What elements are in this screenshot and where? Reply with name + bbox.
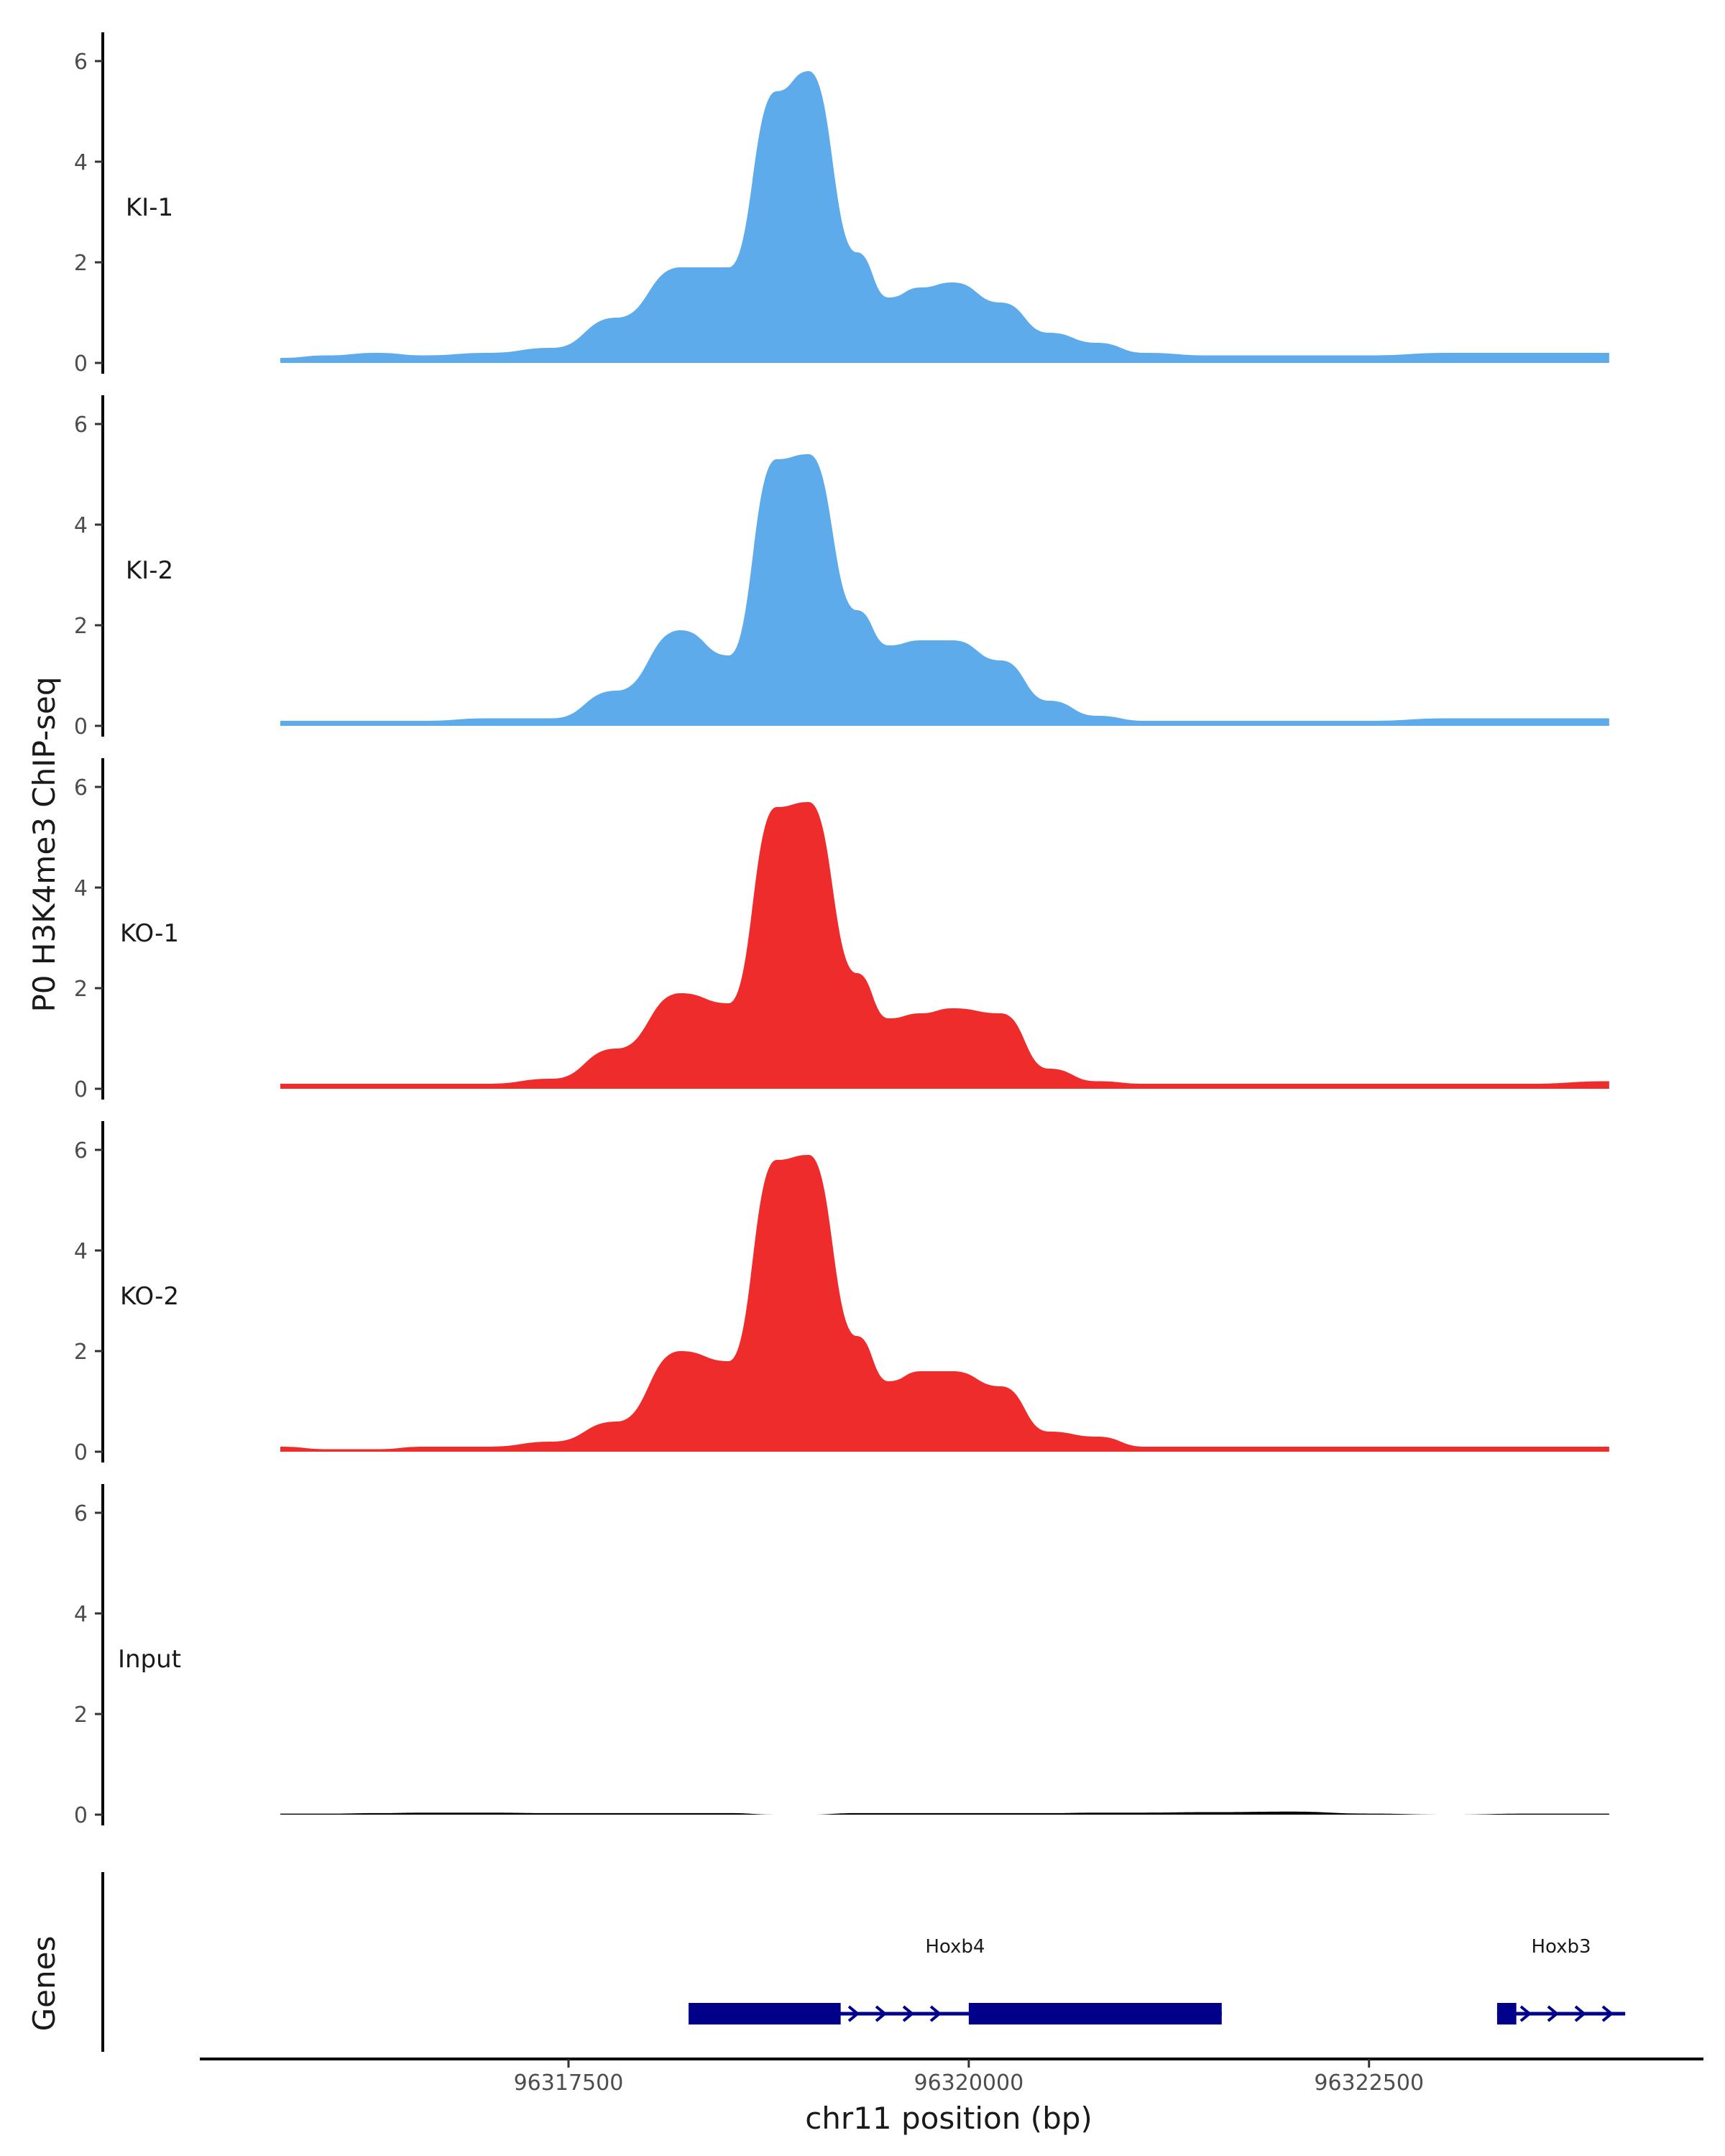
y-tick-label-ki-1-2: 2 (74, 251, 88, 276)
y-tick-label-input-4: 4 (74, 1602, 88, 1627)
coverage-area-ko-2 (280, 1155, 1609, 1452)
track-ko-2: 0 2 4 6 KO-2 (74, 1121, 1609, 1465)
chip-seq-tracks: 0 2 4 6 KI-1 0 2 4 6 KI-2 0 2 4 6 KO-1 0 2 4 6 KO-2 0 2 4 6 Inpu… (74, 32, 1609, 1828)
gene-strand-chevron-hoxb3-2 (1574, 2005, 1587, 2022)
track-label-ko-2: KO-2 (120, 1282, 179, 1311)
y-tick-label-ki-2-0: 0 (74, 714, 88, 740)
gene-strand-chevron-hoxb4-3 (929, 2005, 942, 2022)
gene-strand-chevron-hoxb4-2 (902, 2005, 915, 2022)
track-ko-1: 0 2 4 6 KO-1 (74, 758, 1609, 1102)
y-tick-label-ko-1-0: 0 (74, 1077, 88, 1102)
gene-exon-hoxb3-0 (1496, 2003, 1517, 2024)
y-tick-label-ki-2-6: 6 (74, 413, 88, 438)
y-tick-label-ko-1-2: 2 (74, 977, 88, 1002)
y-tick-label-ki-1-0: 0 (74, 351, 88, 377)
y-axis-title: P0 H3K4me3 ChIP-seq (27, 676, 62, 1012)
y-tick-label-ko-1-6: 6 (74, 775, 88, 801)
coverage-area-ki-1 (280, 71, 1609, 363)
y-tick-label-ki-2-2: 2 (74, 614, 88, 639)
track-label-ki-2: KI-2 (126, 556, 173, 585)
track-label-ki-1: KI-1 (126, 193, 173, 222)
y-tick-label-ko-2-2: 2 (74, 1340, 88, 1365)
y-tick-label-ko-2-0: 0 (74, 1440, 88, 1465)
y-tick-label-ki-2-4: 4 (74, 513, 88, 538)
gene-strand-chevron-hoxb3-0 (1519, 2005, 1532, 2022)
x-tick-label-96320000: 96320000 (914, 2070, 1024, 2096)
gene-hoxb4: Hoxb4 (689, 1936, 1222, 2024)
coverage-area-input (280, 1811, 1609, 1815)
y-tick-label-ko-2-6: 6 (74, 1138, 88, 1164)
track-label-input: Input (118, 1645, 181, 1674)
track-label-ko-1: KO-1 (120, 919, 179, 948)
gene-hoxb3: Hoxb3 (1496, 1936, 1626, 2024)
coverage-area-ko-1 (280, 802, 1609, 1089)
gene-label-hoxb3: Hoxb3 (1531, 1936, 1591, 1958)
y-tick-label-input-2: 2 (74, 1703, 88, 1728)
y-tick-label-ko-1-4: 4 (74, 876, 88, 901)
y-tick-label-ki-1-6: 6 (74, 50, 88, 75)
y-tick-label-ki-1-4: 4 (74, 150, 88, 175)
y-tick-label-input-6: 6 (74, 1501, 88, 1526)
gene-strand-chevron-hoxb4-0 (847, 2005, 860, 2022)
x-tick-label-96322500: 96322500 (1314, 2070, 1424, 2096)
track-ki-1: 0 2 4 6 KI-1 (74, 32, 1609, 377)
x-tick-label-96317500: 96317500 (514, 2070, 624, 2096)
coverage-area-ki-2 (280, 454, 1609, 726)
gene-strand-chevron-hoxb3-3 (1601, 2005, 1614, 2022)
gene-strand-chevron-hoxb3-1 (1547, 2005, 1560, 2022)
genes-panel: Hoxb4 Hoxb3 (101, 1872, 1626, 2052)
x-axis-title: chr11 position (bp) (805, 2101, 1092, 2136)
gene-exon-hoxb4-1 (968, 2003, 1222, 2024)
y-tick-label-input-0: 0 (74, 1803, 88, 1828)
track-ki-2: 0 2 4 6 KI-2 (74, 395, 1609, 740)
y-tick-label-ko-2-4: 4 (74, 1239, 88, 1264)
gene-label-hoxb4: Hoxb4 (925, 1936, 985, 1958)
track-input: 0 2 4 6 Input (74, 1484, 1609, 1828)
gene-exon-hoxb4-0 (689, 2003, 841, 2024)
gene-strand-chevron-hoxb4-1 (875, 2005, 888, 2022)
x-axis: 96317500 96320000 96322500 (200, 2058, 1703, 2096)
genes-axis-title: Genes (27, 1936, 62, 2032)
